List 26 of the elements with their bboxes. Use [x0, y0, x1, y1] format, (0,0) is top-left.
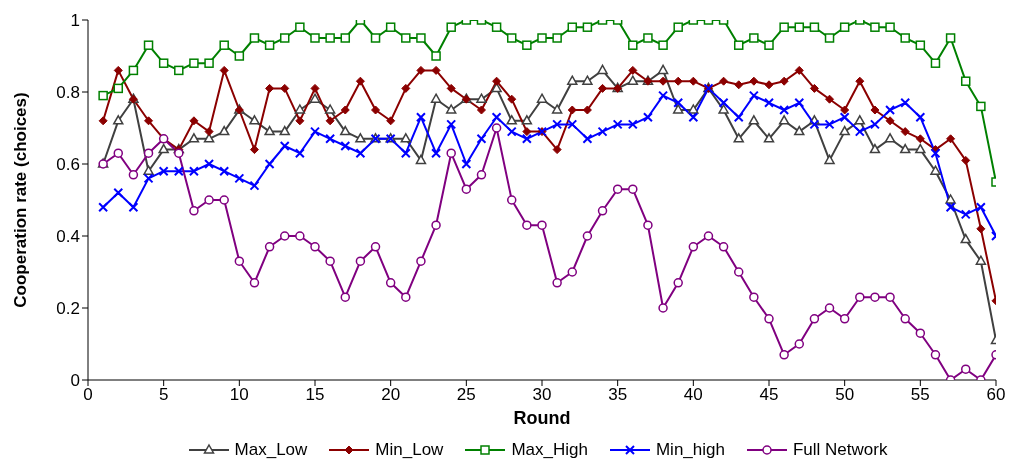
y-tick-label: 0.2: [56, 299, 80, 319]
legend-label: Min_high: [655, 440, 725, 460]
x-tick-label: 30: [532, 385, 552, 405]
x-tick-label: 45: [759, 385, 779, 405]
x-tick-label: 10: [229, 385, 249, 405]
y-tick-label: 1: [70, 11, 80, 31]
legend-label: Full Network: [792, 440, 888, 460]
x-tick-label: 15: [305, 385, 325, 405]
y-tick-label: 0.8: [56, 83, 80, 103]
x-tick-label: 55: [910, 385, 930, 405]
legend-label: Max_Low: [234, 440, 308, 460]
legend-label: Max_High: [511, 440, 588, 460]
y-axis-title: Cooperation rate (choices): [11, 92, 31, 308]
x-tick-label: 40: [683, 385, 703, 405]
y-tick-label: 0: [70, 371, 80, 391]
x-tick-label: 60: [986, 385, 1006, 405]
x-tick-label: 25: [456, 385, 476, 405]
y-tick-label: 0.6: [56, 155, 80, 175]
x-tick-label: 35: [608, 385, 628, 405]
x-tick-label: 0: [83, 385, 93, 405]
legend-label: Min_Low: [375, 440, 444, 460]
x-tick-label: 20: [381, 385, 401, 405]
x-tick-label: 5: [158, 385, 169, 405]
x-axis-title: Round: [513, 408, 571, 428]
y-tick-label: 0.4: [56, 227, 80, 247]
x-tick-label: 50: [835, 385, 855, 405]
